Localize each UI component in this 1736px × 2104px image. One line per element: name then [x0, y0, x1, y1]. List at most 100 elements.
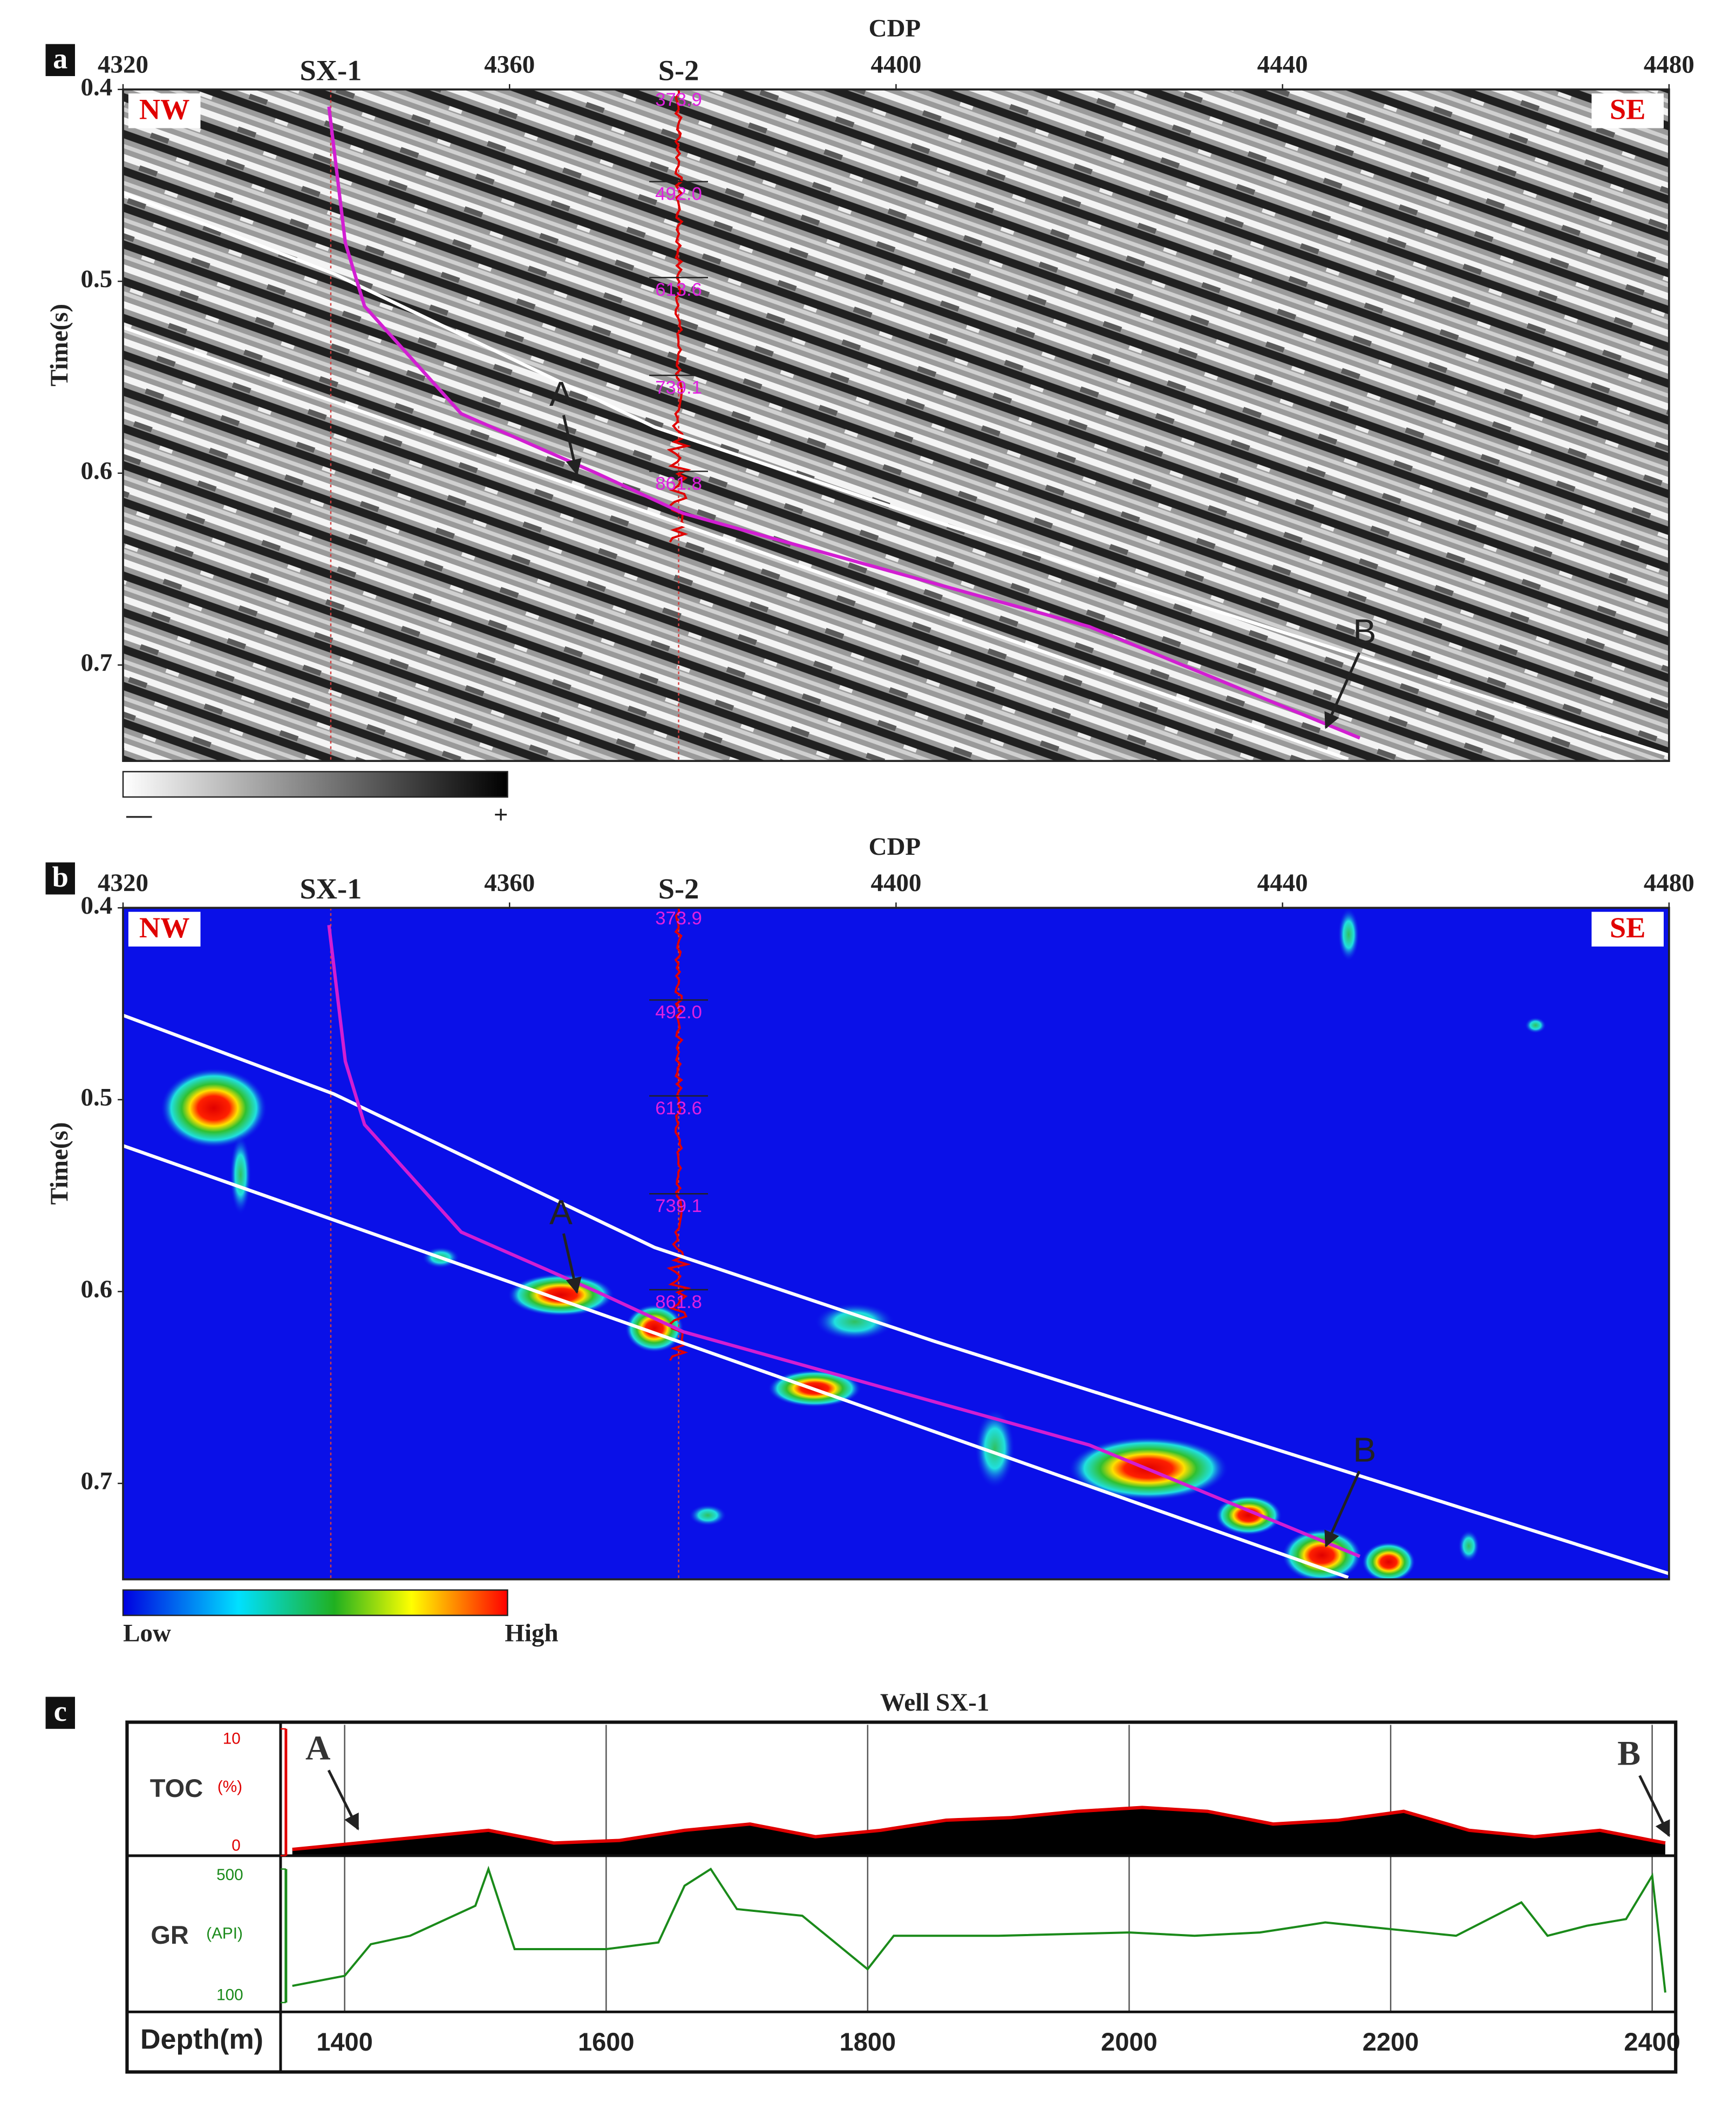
well-name: SX-1: [300, 873, 362, 905]
x-tick-label: 2400: [1624, 2027, 1680, 2056]
horizon-line: [123, 1013, 1669, 1576]
y-tick-label: 0.4: [80, 73, 112, 101]
direction-label: SE: [1610, 911, 1646, 944]
attribute-anomaly: [814, 1303, 895, 1340]
marker-arrow: [1324, 1470, 1361, 1548]
marker-label: B: [1617, 1734, 1640, 1773]
well-depth-label: 373.9: [655, 90, 702, 110]
x-tick-label: 1800: [840, 2027, 896, 2056]
x-tick-label: 4480: [1644, 869, 1694, 897]
x-tick-label: 4360: [484, 50, 535, 78]
well-depth-label: 373.9: [655, 908, 702, 929]
direction-box: [1591, 93, 1664, 128]
panel-label: c: [54, 1695, 67, 1727]
attribute-anomaly: [1458, 1530, 1480, 1562]
y-axis-label: Time(s): [45, 1122, 73, 1204]
well-depth-label: 492.0: [655, 183, 702, 204]
attribute-image: [123, 908, 1669, 1579]
x-axis-label: Depth(m): [140, 2024, 263, 2055]
colorbar-label: High: [505, 1619, 558, 1647]
well-depth-label: 613.6: [655, 1098, 702, 1119]
x-axis-label: CDP: [869, 833, 921, 861]
x-tick-label: 4360: [484, 869, 535, 897]
x-tick-label: 1400: [316, 2027, 373, 2056]
seismic-image: [123, 89, 1669, 761]
marker-label: A: [549, 1193, 573, 1231]
log-frame: [125, 1720, 1678, 2074]
x-tick-label: 4480: [1644, 50, 1694, 78]
well-name: S-2: [658, 55, 699, 87]
y-tick-label: 100: [216, 1986, 243, 2004]
y-tick-label: 0: [232, 1836, 241, 1854]
x-tick-label: 4440: [1257, 869, 1308, 897]
attribute-anomaly: [1338, 908, 1359, 962]
y-tick-label: 0.4: [80, 891, 112, 920]
horizon-line: [123, 191, 1669, 757]
y-tick-label: 0.7: [80, 649, 112, 677]
x-axis-label: CDP: [869, 15, 921, 43]
colorbar-label: +: [494, 801, 508, 829]
horizon-line: [327, 106, 1361, 740]
direction-box: [128, 911, 201, 947]
x-tick-label: 2200: [1363, 2027, 1419, 2056]
horizon-line: [327, 924, 1361, 1558]
panel-label: b: [52, 861, 69, 893]
well-depth-label: 739.1: [655, 378, 702, 398]
well-depth-label: 739.1: [655, 1196, 702, 1216]
y-tick-label: 0.6: [80, 457, 112, 485]
marker-label: B: [1353, 1431, 1376, 1469]
x-tick-label: 4400: [870, 869, 921, 897]
attribute-anomaly: [160, 1068, 268, 1148]
track-unit: (API): [206, 1925, 243, 1943]
attribute-anomaly: [689, 1504, 727, 1526]
y-axis-label: Time(s): [45, 304, 73, 386]
track-label: TOC: [150, 1774, 203, 1802]
attribute-anomaly: [507, 1274, 615, 1317]
well-log-curve: [666, 89, 692, 543]
colorbar-label: Low: [123, 1619, 171, 1647]
well-depth-label: 613.6: [655, 280, 702, 300]
well-name: S-2: [658, 873, 699, 905]
horizon-line: [123, 325, 1349, 761]
x-tick-label: 4400: [870, 50, 921, 78]
colorbar: [122, 771, 508, 798]
y-tick-label: 500: [216, 1866, 243, 1884]
direction-box: [128, 93, 201, 128]
well-depth-label: 861.8: [655, 473, 702, 494]
plot-area: 373.9 492.0 613.6 739.1 861.8: [123, 89, 1669, 761]
panel-label: a: [53, 42, 67, 74]
attribute-anomaly: [1361, 1542, 1415, 1579]
panel-label-box: [45, 862, 75, 895]
attribute-anomaly: [229, 1134, 251, 1215]
marker-label: B: [1353, 612, 1376, 651]
direction-label: SE: [1610, 93, 1646, 125]
attribute-anomaly: [1282, 1528, 1362, 1579]
track-label: GR: [151, 1921, 189, 1949]
marker-label: A: [549, 375, 573, 413]
marker-arrow: [327, 1769, 359, 1831]
x-tick-label: 4440: [1257, 50, 1308, 78]
toc-area: [292, 1807, 1665, 1856]
direction-label: NW: [139, 911, 190, 944]
direction-label: NW: [139, 93, 190, 125]
y-tick-label: 0.5: [80, 265, 112, 293]
attribute-anomaly: [625, 1304, 684, 1353]
marker-label: A: [305, 1729, 330, 1767]
y-tick-label: 0.7: [80, 1467, 112, 1495]
direction-box: [1591, 911, 1664, 947]
x-tick-label: 4320: [98, 50, 148, 78]
plot-area: 373.9 492.0 613.6 739.1 861.8: [123, 908, 1669, 1579]
y-tick-label: 0.6: [80, 1275, 112, 1303]
y-tick-label: 0.5: [80, 1084, 112, 1112]
x-tick-label: 4320: [98, 869, 148, 897]
well-depth-label: 861.8: [655, 1292, 702, 1312]
y-tick-label: 10: [223, 1729, 241, 1747]
x-tick-label: 1600: [578, 2027, 635, 2056]
panel-label-box: [45, 1697, 75, 1729]
track-unit: (%): [217, 1778, 242, 1796]
well-log-curve: [666, 908, 692, 1361]
horizon-line: [123, 1144, 1349, 1579]
marker-arrow: [1324, 652, 1361, 730]
attribute-anomaly: [975, 1408, 1015, 1489]
